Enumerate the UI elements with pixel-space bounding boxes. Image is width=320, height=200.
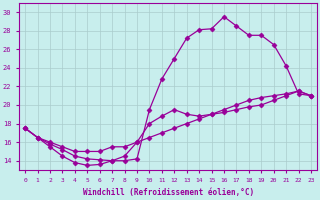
X-axis label: Windchill (Refroidissement éolien,°C): Windchill (Refroidissement éolien,°C) — [83, 188, 254, 197]
